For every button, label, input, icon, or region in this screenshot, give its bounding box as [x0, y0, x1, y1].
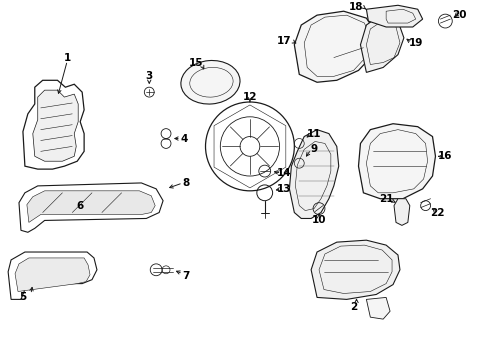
- Polygon shape: [366, 5, 422, 27]
- Polygon shape: [33, 90, 78, 161]
- Text: 3: 3: [145, 71, 153, 81]
- Polygon shape: [358, 124, 435, 199]
- Polygon shape: [15, 258, 90, 292]
- Polygon shape: [393, 199, 409, 225]
- Polygon shape: [27, 191, 155, 222]
- Text: 4: 4: [180, 134, 187, 144]
- Text: 11: 11: [306, 129, 321, 139]
- Text: 19: 19: [407, 38, 422, 48]
- Text: 18: 18: [348, 2, 363, 12]
- Text: 15: 15: [188, 58, 203, 68]
- Text: 17: 17: [277, 36, 291, 46]
- Text: 21: 21: [378, 194, 392, 204]
- Polygon shape: [310, 240, 399, 300]
- Text: 6: 6: [77, 201, 83, 211]
- Text: 7: 7: [182, 271, 189, 281]
- Text: 16: 16: [437, 151, 452, 161]
- Text: 2: 2: [349, 302, 356, 312]
- Polygon shape: [366, 297, 389, 319]
- Text: 22: 22: [429, 208, 444, 217]
- Text: 20: 20: [451, 10, 466, 20]
- Text: 5: 5: [19, 292, 26, 302]
- Text: 10: 10: [311, 215, 325, 225]
- Text: 13: 13: [277, 184, 291, 194]
- Polygon shape: [19, 183, 163, 232]
- Text: 8: 8: [182, 178, 189, 188]
- Text: 1: 1: [63, 53, 71, 63]
- Polygon shape: [294, 11, 375, 82]
- Text: 14: 14: [277, 168, 291, 178]
- Ellipse shape: [181, 60, 240, 104]
- Polygon shape: [8, 252, 97, 300]
- Polygon shape: [23, 80, 84, 169]
- Polygon shape: [360, 15, 403, 72]
- Polygon shape: [289, 130, 338, 219]
- Text: 12: 12: [242, 92, 257, 102]
- Text: 9: 9: [310, 144, 317, 154]
